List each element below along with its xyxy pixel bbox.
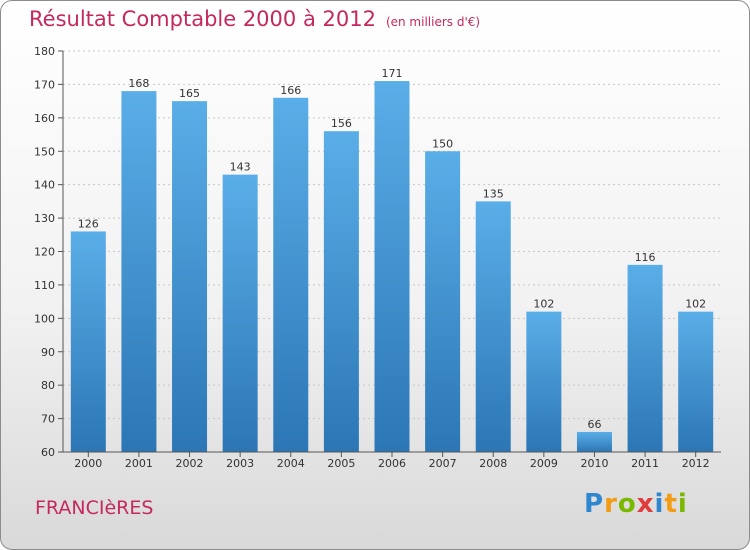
- x-tick-label: 2004: [277, 457, 305, 470]
- x-tick-label: 2009: [530, 457, 558, 470]
- bars: 126 168 165 143 166 156 171 150 135 102 66 116 102: [70, 67, 714, 453]
- commune-name: FRANCIèRES: [35, 497, 154, 519]
- y-tick-label: 80: [41, 379, 55, 392]
- logo-letter: r: [604, 489, 618, 519]
- y-tick-label: 90: [41, 346, 55, 359]
- bar: [70, 231, 106, 452]
- bar: [627, 264, 663, 452]
- bar: [172, 101, 208, 452]
- y-tick-label: 140: [34, 179, 55, 192]
- y-tick-label: 60: [41, 446, 55, 459]
- y-tick-label: 150: [34, 145, 55, 158]
- bar: [222, 174, 258, 452]
- data-label: 165: [179, 87, 200, 100]
- y-tick-label: 180: [34, 45, 55, 58]
- logo-letter: i: [677, 489, 688, 519]
- bar: [121, 91, 157, 452]
- bar: [576, 431, 612, 452]
- chart-subtitle: (en milliers d'€): [385, 15, 481, 29]
- x-tick-label: 2010: [580, 457, 608, 470]
- y-axis: 60 70 80 90 100 110 120 130 140 150 160 170 180: [34, 45, 64, 459]
- data-label: 171: [382, 67, 403, 80]
- y-tick-label: 110: [34, 279, 55, 292]
- data-label: 126: [78, 217, 99, 230]
- y-tick-label: 160: [34, 112, 55, 125]
- data-label: 135: [483, 187, 504, 200]
- proxiti-logo: Proxiti: [584, 489, 688, 519]
- bar: [526, 311, 562, 452]
- logo-letter: t: [664, 489, 678, 519]
- y-tick-label: 100: [34, 312, 55, 325]
- data-label: 116: [635, 251, 656, 264]
- data-label: 66: [587, 418, 601, 431]
- logo-letter: P: [584, 489, 605, 519]
- data-label: 166: [280, 84, 301, 97]
- x-tick-label: 2011: [631, 457, 659, 470]
- bar: [273, 97, 309, 453]
- data-label: 156: [331, 117, 352, 130]
- y-tick-label: 120: [34, 246, 55, 259]
- bar: [475, 201, 511, 452]
- logo-letter: x: [636, 489, 655, 519]
- x-tick-label: 2000: [74, 457, 102, 470]
- data-label: 150: [432, 137, 453, 150]
- x-tick-label: 2005: [327, 457, 355, 470]
- x-tick-label: 2003: [226, 457, 254, 470]
- y-tick-label: 170: [34, 78, 55, 91]
- data-label: 143: [230, 161, 251, 174]
- data-label: 168: [128, 77, 149, 90]
- logo-letter: i: [654, 489, 665, 519]
- y-tick-label: 130: [34, 212, 55, 225]
- title-text: Résultat Comptable 2000 à 2012: [29, 7, 376, 31]
- logo-letter: o: [617, 489, 637, 519]
- chart-title: Résultat Comptable 2000 à 2012 (en millie…: [29, 7, 480, 31]
- y-tick-label: 70: [41, 413, 55, 426]
- x-axis: 2000 2001 2002 2003 2004 2005 2006 2007 2008 2009…: [63, 451, 721, 470]
- data-label: 102: [533, 298, 554, 311]
- x-tick-label: 2006: [378, 457, 406, 470]
- bar: [323, 131, 359, 452]
- x-tick-label: 2001: [125, 457, 153, 470]
- bar: [425, 151, 461, 452]
- x-tick-label: 2007: [429, 457, 457, 470]
- x-tick-label: 2002: [176, 457, 204, 470]
- data-label: 102: [685, 298, 706, 311]
- bar: [374, 81, 410, 452]
- bar: [678, 311, 714, 452]
- x-tick-label: 2012: [682, 457, 710, 470]
- x-tick-label: 2008: [479, 457, 507, 470]
